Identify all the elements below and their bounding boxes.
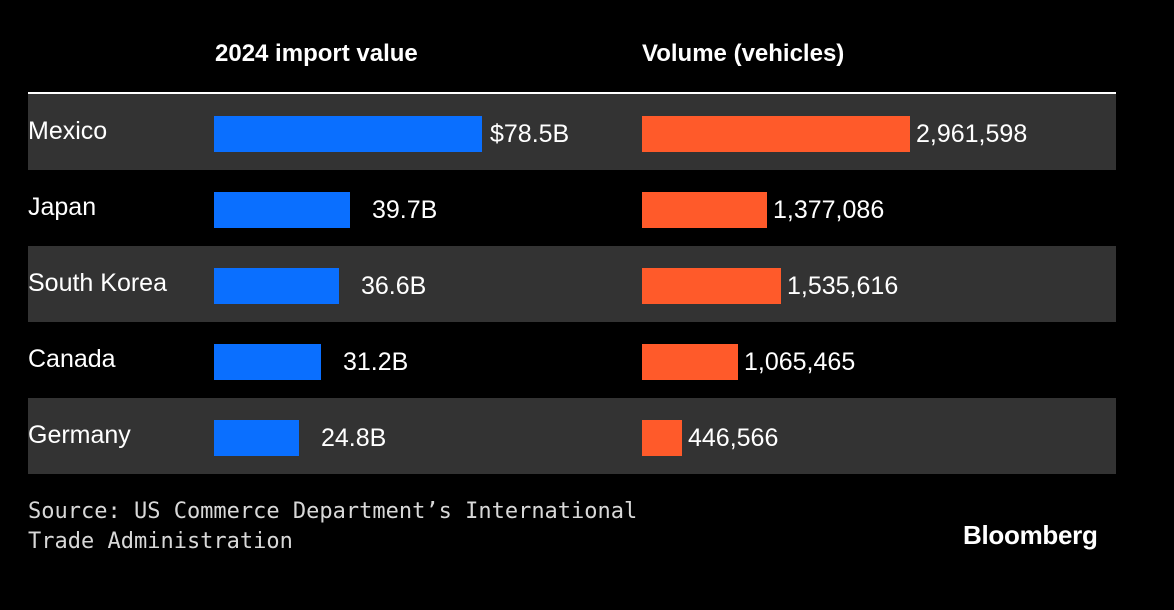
category-label: Germany (28, 421, 131, 449)
volume-label: 1,377,086 (773, 196, 885, 224)
volume-bar (642, 268, 781, 304)
volume-label: 2,961,598 (916, 120, 1028, 148)
chart-row: Germany 24.8B 446,566 (28, 398, 1116, 474)
volume-label: 446,566 (688, 424, 779, 452)
chart-row: Japan 39.7B 1,377,086 (28, 170, 1116, 246)
import-value-bar (214, 116, 482, 152)
volume-label: 1,065,465 (744, 348, 856, 376)
import-value-label: 36.6B (361, 272, 427, 300)
source-line-2: Trade Administration (28, 529, 293, 554)
chart-row: Canada 31.2B 1,065,465 (28, 322, 1116, 398)
volume-bar (642, 420, 682, 456)
volume-column-header: Volume (vehicles) (642, 40, 845, 67)
import-value-label: 39.7B (372, 196, 438, 224)
import-value-bar (214, 192, 350, 228)
import-value-bar (214, 420, 299, 456)
category-label: Canada (28, 345, 116, 373)
bloomberg-logo: Bloomberg (963, 520, 1098, 550)
header-rule (28, 92, 1116, 95)
chart-row: Mexico $78.5B 2,961,598 (28, 94, 1116, 170)
import-value-label: 24.8B (321, 424, 387, 452)
category-label: Mexico (28, 117, 108, 145)
category-label: South Korea (28, 269, 167, 297)
category-label: Japan (28, 193, 97, 221)
volume-bar (642, 344, 738, 380)
import-value-bar (214, 344, 321, 380)
value-column-header: 2024 import value (215, 40, 418, 67)
import-value-label: $78.5B (490, 120, 570, 148)
chart-row: South Korea 36.6B 1,535,616 (28, 246, 1116, 322)
source-note: Source: US Commerce Department’s Interna… (28, 497, 688, 557)
import-value-label: 31.2B (343, 348, 409, 376)
import-value-bar (214, 268, 339, 304)
source-line-1: Source: US Commerce Department’s Interna… (28, 499, 638, 524)
volume-bar (642, 116, 910, 152)
volume-label: 1,535,616 (787, 272, 899, 300)
volume-bar (642, 192, 767, 228)
